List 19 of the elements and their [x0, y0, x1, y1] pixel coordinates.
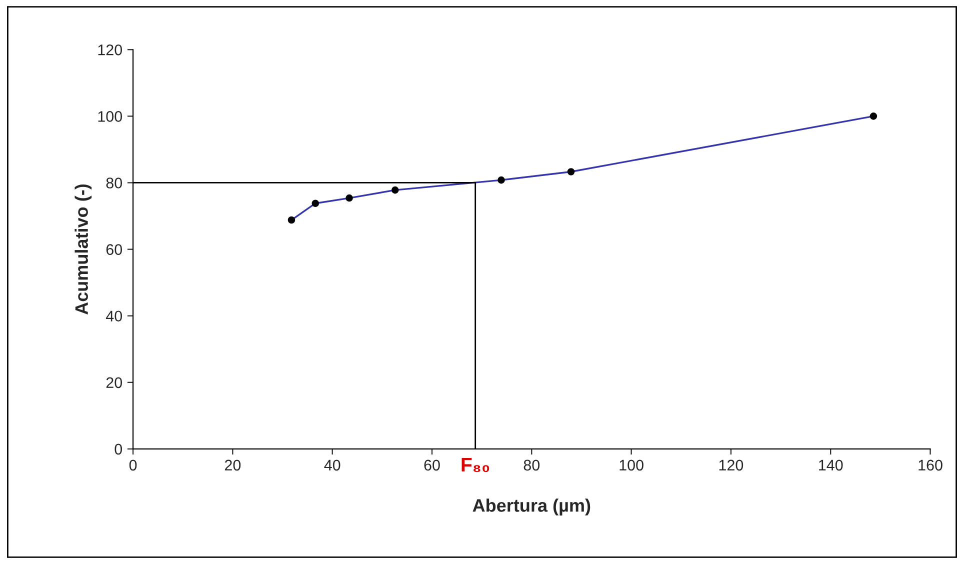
x-tick-label: 120: [719, 460, 744, 471]
x-tick-label: 0: [129, 460, 137, 471]
y-tick-label: 0: [114, 444, 122, 455]
x-tick-label: 60: [424, 460, 440, 471]
x-tick-label: 140: [819, 460, 843, 471]
x-tick-label: 160: [918, 460, 942, 471]
y-tick-label: 40: [106, 310, 122, 322]
y-tick-label: 100: [98, 111, 122, 122]
x-tick-label: 100: [620, 460, 644, 471]
x-tick-label: 80: [524, 460, 540, 471]
y-axis-title: Acumulativo (-): [74, 184, 92, 315]
y-tick-label: 120: [98, 44, 122, 56]
y-tick-label: 80: [106, 178, 122, 188]
x-axis-title: Abertura (µm): [472, 498, 590, 516]
y-tick-label: 60: [106, 244, 122, 255]
x-tick-label: 20: [224, 460, 241, 471]
y-tick-label: 20: [106, 377, 122, 388]
x-tick-label: 40: [324, 460, 340, 471]
ref-line-label: F₈₀: [462, 458, 490, 472]
